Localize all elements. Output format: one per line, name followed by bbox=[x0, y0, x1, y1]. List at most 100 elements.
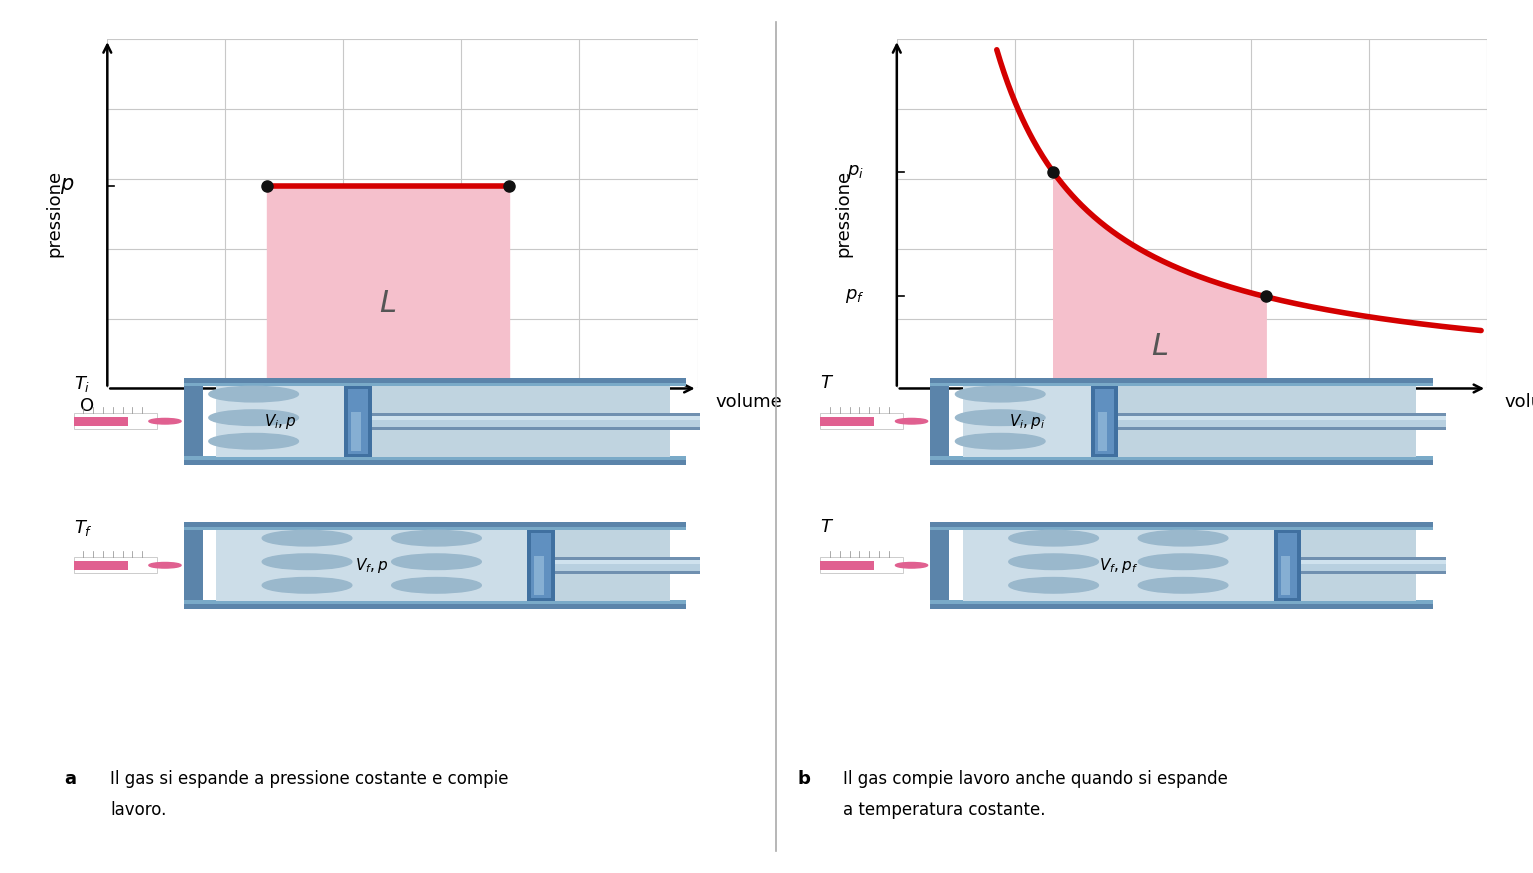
Bar bbox=[373, 416, 701, 421]
Text: $V_i$: $V_i$ bbox=[1044, 408, 1062, 428]
Circle shape bbox=[955, 387, 1046, 402]
Bar bbox=[184, 526, 687, 530]
Bar bbox=[1090, 386, 1119, 457]
Bar bbox=[1119, 416, 1447, 421]
Bar bbox=[963, 530, 1274, 601]
Bar bbox=[1119, 416, 1447, 427]
Circle shape bbox=[895, 418, 927, 424]
Bar bbox=[963, 530, 1416, 601]
Bar bbox=[1280, 556, 1291, 595]
Bar bbox=[351, 412, 360, 451]
Circle shape bbox=[955, 410, 1046, 425]
Bar bbox=[527, 530, 555, 601]
Bar bbox=[184, 457, 687, 464]
Text: $L$: $L$ bbox=[379, 289, 396, 318]
Text: lavoro.: lavoro. bbox=[110, 801, 167, 819]
Bar bbox=[74, 558, 156, 573]
Bar bbox=[373, 416, 701, 427]
Text: Il gas si espande a pressione costante e compie: Il gas si espande a pressione costante e… bbox=[110, 770, 509, 788]
Text: $T_i$: $T_i$ bbox=[74, 375, 90, 395]
Bar bbox=[74, 414, 156, 429]
Text: a: a bbox=[64, 770, 77, 788]
Text: Il gas compie lavoro anche quando si espande: Il gas compie lavoro anche quando si esp… bbox=[843, 770, 1228, 788]
Text: $p$: $p$ bbox=[60, 176, 75, 196]
Text: a temperatura costante.: a temperatura costante. bbox=[843, 801, 1046, 819]
Bar bbox=[931, 521, 949, 609]
Bar bbox=[184, 521, 687, 530]
Bar bbox=[1302, 560, 1447, 571]
Text: $L$: $L$ bbox=[1151, 333, 1168, 361]
Bar bbox=[1098, 412, 1107, 451]
Bar bbox=[184, 601, 687, 604]
Bar bbox=[184, 457, 687, 460]
Text: $p_i$: $p_i$ bbox=[848, 163, 865, 181]
Circle shape bbox=[1139, 554, 1228, 569]
Bar bbox=[820, 558, 903, 573]
Circle shape bbox=[392, 554, 481, 569]
Bar bbox=[1274, 530, 1302, 601]
Bar bbox=[1302, 557, 1447, 574]
Bar bbox=[555, 560, 701, 565]
Bar bbox=[555, 560, 701, 571]
Circle shape bbox=[1009, 554, 1099, 569]
Bar bbox=[963, 386, 1416, 457]
Circle shape bbox=[149, 562, 181, 568]
Text: $T_f$: $T_f$ bbox=[74, 519, 92, 539]
Bar bbox=[184, 377, 202, 464]
Bar bbox=[184, 377, 687, 386]
Bar bbox=[1119, 413, 1447, 430]
Circle shape bbox=[262, 554, 353, 569]
Bar bbox=[216, 530, 670, 601]
Bar bbox=[74, 561, 127, 569]
Bar bbox=[931, 601, 1433, 604]
Bar bbox=[216, 386, 343, 457]
Bar bbox=[931, 382, 1433, 386]
Circle shape bbox=[1009, 531, 1099, 546]
Text: $V_i$: $V_i$ bbox=[258, 408, 276, 428]
Circle shape bbox=[149, 418, 181, 424]
Circle shape bbox=[1139, 531, 1228, 546]
Text: $V_i, p$: $V_i, p$ bbox=[264, 412, 296, 430]
Text: volume: volume bbox=[1505, 394, 1533, 411]
Bar bbox=[820, 414, 903, 429]
Bar bbox=[963, 386, 1090, 457]
Text: $T$: $T$ bbox=[820, 519, 834, 536]
Bar bbox=[1279, 533, 1297, 598]
Bar bbox=[931, 457, 1433, 460]
Bar bbox=[931, 377, 949, 464]
Bar bbox=[820, 417, 874, 425]
Bar bbox=[931, 601, 1433, 609]
Circle shape bbox=[1009, 578, 1099, 593]
Text: $V_f, p_f$: $V_f, p_f$ bbox=[1099, 556, 1137, 574]
Circle shape bbox=[262, 578, 353, 593]
Bar bbox=[820, 561, 874, 569]
Text: $V_f$: $V_f$ bbox=[498, 408, 518, 428]
Circle shape bbox=[1139, 578, 1228, 593]
Bar bbox=[348, 388, 368, 454]
Text: $T$: $T$ bbox=[820, 375, 834, 392]
Circle shape bbox=[208, 387, 299, 402]
Circle shape bbox=[392, 531, 481, 546]
Bar bbox=[373, 413, 701, 430]
Circle shape bbox=[208, 434, 299, 449]
Bar bbox=[74, 417, 127, 425]
Bar bbox=[184, 601, 687, 609]
Circle shape bbox=[208, 410, 299, 425]
Bar bbox=[555, 557, 701, 574]
Bar bbox=[184, 521, 202, 609]
Bar bbox=[343, 386, 373, 457]
Bar bbox=[1095, 388, 1114, 454]
Circle shape bbox=[392, 578, 481, 593]
Text: $V_f$: $V_f$ bbox=[1256, 408, 1275, 428]
Bar bbox=[533, 556, 544, 595]
Bar bbox=[216, 530, 527, 601]
Bar bbox=[931, 526, 1433, 530]
Circle shape bbox=[895, 562, 927, 568]
Text: $V_i, p_i$: $V_i, p_i$ bbox=[1009, 412, 1046, 430]
Text: $p_f$: $p_f$ bbox=[845, 287, 865, 305]
Bar bbox=[1302, 560, 1447, 565]
Bar bbox=[532, 533, 550, 598]
Bar bbox=[216, 386, 670, 457]
Text: pressione: pressione bbox=[44, 170, 63, 258]
Bar bbox=[931, 377, 1433, 386]
